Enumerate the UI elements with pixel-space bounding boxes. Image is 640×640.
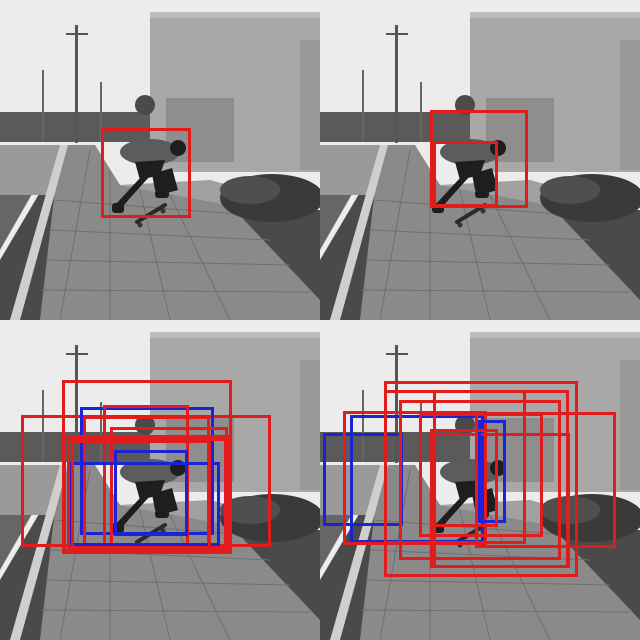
- detection-box-blue: [114, 450, 188, 536]
- detection-box-red: [430, 429, 498, 527]
- panel-top-left: [0, 0, 320, 320]
- detection-box-red: [433, 141, 498, 207]
- panel-bottom-right: [320, 320, 640, 640]
- skate-scene-photo: [0, 0, 320, 320]
- detection-box-blue: [478, 420, 506, 523]
- panel-top-right: [320, 0, 640, 320]
- detection-box-red: [399, 400, 561, 560]
- detection-box-red: [475, 412, 616, 548]
- panel-bottom-left: [0, 320, 320, 640]
- detection-box-red: [101, 128, 191, 218]
- detection-box-red: [71, 440, 211, 550]
